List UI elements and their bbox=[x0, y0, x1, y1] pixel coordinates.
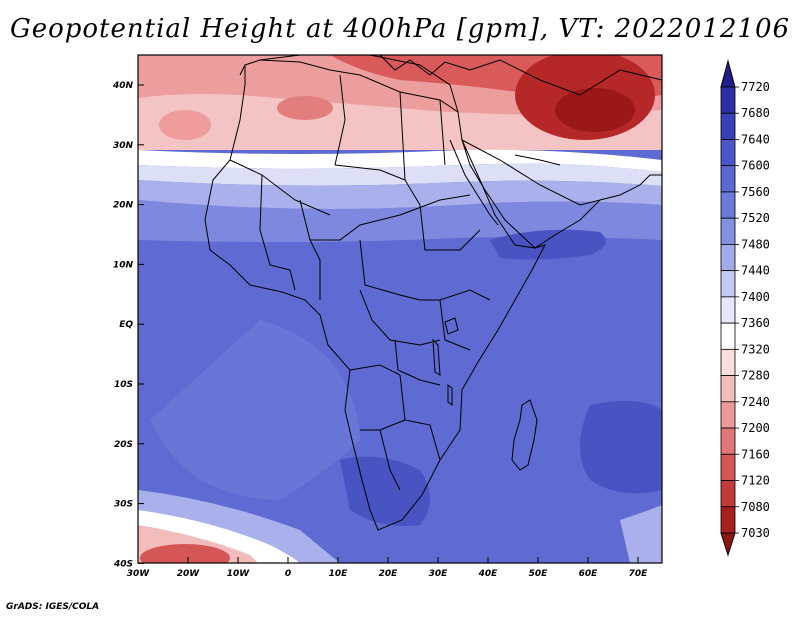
colorbar-segment bbox=[720, 401, 736, 429]
lat-tick-label: 30N bbox=[113, 141, 134, 151]
colorbar-segment bbox=[720, 296, 736, 324]
lon-tick-label: 30W bbox=[127, 569, 151, 579]
colorbar-segment bbox=[720, 375, 736, 403]
field-high-indian-ocean bbox=[580, 401, 662, 494]
colorbar-label: 7240 bbox=[741, 395, 770, 409]
lon-tick-label: 10W bbox=[227, 569, 251, 579]
colorbar-label: 7640 bbox=[741, 132, 770, 146]
colorbar-label: 7280 bbox=[741, 369, 770, 383]
field-band-7440 bbox=[138, 180, 662, 209]
red-sea bbox=[449, 139, 499, 226]
colorbar-label: 7520 bbox=[741, 211, 770, 225]
lat-tick-label: 40N bbox=[112, 81, 134, 91]
colorbar-label: 7480 bbox=[741, 237, 770, 251]
geopotential-field bbox=[138, 55, 662, 563]
field-band-southeast-7440 bbox=[620, 505, 662, 563]
lake-malawi bbox=[447, 384, 453, 406]
colorbar-segment bbox=[720, 322, 736, 350]
colorbar-label: 7560 bbox=[741, 185, 770, 199]
lat-tick-label: EQ bbox=[119, 320, 133, 330]
colorbar-segment bbox=[720, 112, 736, 140]
colorbar-label: 7320 bbox=[741, 342, 770, 356]
lon-tick-label: 10E bbox=[329, 569, 349, 579]
colorbar: 7720 7680 7640 7600 7560 7520 7480 7440 7400 7360… bbox=[720, 59, 770, 557]
lon-tick-label: 50E bbox=[529, 569, 549, 579]
colorbar-label: 7720 bbox=[741, 80, 770, 94]
lon-tick-label: 70E bbox=[629, 569, 649, 579]
field-band-7480 bbox=[138, 200, 662, 243]
lat-tick-label: 10S bbox=[114, 380, 133, 390]
field-band-7360 bbox=[138, 149, 662, 172]
map-title: Geopotential Height at 400hPa [gpm], VT:… bbox=[9, 14, 791, 44]
colorbar-top-arrow bbox=[720, 59, 736, 88]
plot-frame bbox=[137, 54, 663, 564]
lat-tick-label: 20S bbox=[114, 440, 133, 450]
field-low-sahara bbox=[277, 96, 333, 120]
latitude-ticks: 40N 30N 20N 10N EQ 10S 20S 30S 40S bbox=[112, 81, 144, 569]
country-borders bbox=[229, 74, 491, 491]
persian-gulf bbox=[514, 154, 561, 166]
colorbar-segment bbox=[720, 453, 736, 481]
colorbar-label: 7360 bbox=[741, 316, 770, 330]
africa-coastline bbox=[204, 59, 546, 531]
field-high-south-atlantic bbox=[150, 320, 360, 500]
colorbar-segment bbox=[720, 506, 736, 534]
lon-tick-label: 20E bbox=[379, 569, 399, 579]
europe-coast bbox=[239, 55, 662, 96]
colorbar-label: 7030 bbox=[741, 526, 770, 540]
mediterranean-coast bbox=[259, 55, 459, 113]
india-coast bbox=[599, 174, 662, 201]
lat-tick-label: 40S bbox=[113, 559, 133, 569]
colorbar-label: 7400 bbox=[741, 290, 770, 304]
colorbar-bottom-arrow bbox=[720, 532, 736, 557]
arabian-peninsula-coastline bbox=[461, 138, 602, 249]
longitude-ticks: 30W 20W 10W 0 10E 20E 30E 40E 50E 60E 70E bbox=[127, 557, 648, 579]
lat-tick-label: 10N bbox=[113, 260, 134, 270]
colorbar-segment bbox=[720, 244, 736, 272]
colorbar-label: 7440 bbox=[741, 264, 770, 278]
lon-tick-label: 60E bbox=[579, 569, 599, 579]
lat-tick-label: 30S bbox=[114, 500, 133, 510]
field-low-south-atlantic bbox=[140, 544, 230, 563]
coastlines-and-borders bbox=[204, 55, 662, 531]
colorbar-segment bbox=[720, 270, 736, 298]
field-low-atlantic bbox=[159, 110, 211, 140]
colorbar-segment bbox=[720, 165, 736, 193]
colorbar-label: 7160 bbox=[741, 447, 770, 461]
lat-tick-label: 20N bbox=[113, 201, 134, 211]
footer-credit: GrADS: IGES/COLA bbox=[6, 602, 100, 612]
colorbar-label: 7200 bbox=[741, 421, 770, 435]
colorbar-segment bbox=[720, 427, 736, 455]
colorbar-segment bbox=[720, 348, 736, 376]
colorbar-label: 7680 bbox=[741, 106, 770, 120]
colorbar-segment bbox=[720, 480, 736, 508]
lon-tick-label: 20W bbox=[177, 569, 201, 579]
colorbar-label: 7120 bbox=[741, 474, 770, 488]
field-low-core bbox=[555, 88, 635, 132]
lake-victoria bbox=[444, 317, 459, 335]
lon-tick-label: 0 bbox=[285, 569, 291, 579]
field-high-southern-africa bbox=[340, 456, 430, 526]
lake-tanganyika bbox=[432, 338, 441, 376]
lon-tick-label: 30E bbox=[429, 569, 449, 579]
colorbar-segment bbox=[720, 86, 736, 114]
colorbar-segment bbox=[720, 139, 736, 167]
colorbar-segment bbox=[720, 217, 736, 245]
lon-tick-label: 40E bbox=[478, 569, 499, 579]
colorbar-segment bbox=[720, 191, 736, 219]
field-high-arabian-sea bbox=[490, 229, 606, 260]
madagascar-coastline bbox=[511, 399, 538, 471]
colorbar-label: 7080 bbox=[741, 500, 770, 514]
colorbar-label: 7600 bbox=[741, 159, 770, 173]
